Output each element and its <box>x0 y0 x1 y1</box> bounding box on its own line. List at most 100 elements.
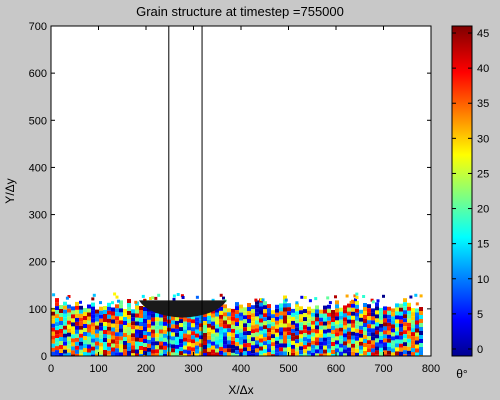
grain-cell <box>155 341 159 346</box>
grain-cell <box>335 340 339 345</box>
grain-cell <box>59 309 63 313</box>
grain-cell <box>91 338 95 343</box>
grain-cell <box>331 350 335 354</box>
grain-cell <box>391 344 395 349</box>
grain-cell <box>387 338 391 343</box>
grain-cell <box>79 309 83 314</box>
grain-cell <box>175 340 179 345</box>
grain-cell <box>67 324 71 329</box>
grain-cell <box>251 305 255 310</box>
grain-cell <box>287 307 291 312</box>
grain-cell <box>231 332 235 337</box>
grain-cell <box>351 331 355 336</box>
grain-cell <box>414 293 418 297</box>
grain-cell <box>207 327 211 332</box>
grain-cell <box>203 325 207 329</box>
grain-cell <box>99 301 102 305</box>
grain-cell <box>235 326 239 331</box>
grain-cell <box>251 317 255 322</box>
grain-cell <box>75 341 79 346</box>
grain-cell <box>263 301 267 306</box>
grain-cell <box>327 348 331 353</box>
grain-cell <box>199 331 203 336</box>
grain-cell <box>55 346 59 351</box>
grain-cell <box>307 318 311 323</box>
grain-cell <box>284 298 288 302</box>
grain-cell <box>71 322 75 327</box>
grain-cell <box>375 342 379 347</box>
grain-cell <box>419 343 423 347</box>
grain-cell <box>227 352 231 356</box>
grain-cell <box>395 315 399 320</box>
grain-cell <box>315 325 319 330</box>
grain-cell <box>51 343 55 348</box>
grain-cell <box>387 318 391 323</box>
grain-cell <box>119 328 123 333</box>
grain-cell <box>263 353 267 356</box>
grain-cell <box>247 331 251 335</box>
grain-cell <box>315 329 319 334</box>
grain-cell <box>55 354 59 356</box>
grain-cell <box>267 336 271 341</box>
grain-cell <box>183 349 187 354</box>
grain-cell <box>107 338 111 343</box>
grain-cell <box>287 327 291 332</box>
grain-cell <box>399 311 403 316</box>
grain-cell <box>415 328 419 333</box>
grain-cell <box>411 332 415 337</box>
grain-cell <box>399 351 403 356</box>
grain-cell <box>135 313 139 318</box>
grain-cell <box>343 341 347 346</box>
grain-cell <box>415 324 419 329</box>
grain-cell <box>299 314 303 319</box>
grain-cell <box>311 312 315 317</box>
grain-cell <box>339 327 343 332</box>
grain-cell <box>383 354 387 356</box>
grain-cell <box>343 317 347 322</box>
grain-cell <box>243 351 247 356</box>
grain-cell <box>331 338 335 342</box>
grain-cell <box>219 322 223 327</box>
grain-cell <box>279 303 283 308</box>
grain-cell <box>191 335 195 340</box>
grain-cell <box>327 312 331 317</box>
grain-cell <box>139 334 143 338</box>
grain-cell <box>363 351 367 355</box>
grain-cell <box>251 337 255 342</box>
grain-cell <box>123 309 127 313</box>
grain-cell <box>239 316 243 321</box>
grain-cell <box>75 329 79 334</box>
grain-cell <box>219 334 223 339</box>
grain-cell <box>283 335 287 340</box>
grain-cell <box>99 346 103 351</box>
grain-cell <box>287 303 291 308</box>
grain-cell <box>419 351 423 355</box>
grain-cell <box>59 345 63 349</box>
grain-cell <box>335 320 339 325</box>
grain-cell <box>143 331 147 335</box>
grain-cell <box>271 322 275 327</box>
grain-cell <box>299 342 303 347</box>
grain-cell <box>407 306 411 311</box>
grain-cell <box>271 318 275 323</box>
grain-cell <box>247 327 251 331</box>
grain-cell <box>203 333 207 337</box>
grain-cell <box>255 308 259 313</box>
grain-cell <box>231 308 235 313</box>
grain-cell <box>323 317 327 322</box>
grain-cell <box>79 325 83 330</box>
grain-cell <box>95 329 99 334</box>
grain-cell <box>115 336 119 341</box>
grain-cell <box>287 315 291 320</box>
grain-cell <box>367 336 371 341</box>
grain-cell <box>75 305 79 310</box>
grain-cell <box>55 318 59 323</box>
grain-cell <box>87 316 91 321</box>
grain-cell <box>91 302 95 307</box>
grain-cell <box>75 345 79 350</box>
grain-cell <box>251 325 255 330</box>
grain-cell <box>171 348 175 353</box>
grain-cell <box>300 295 304 299</box>
grain-cell <box>395 351 399 356</box>
grain-cell <box>319 333 323 338</box>
